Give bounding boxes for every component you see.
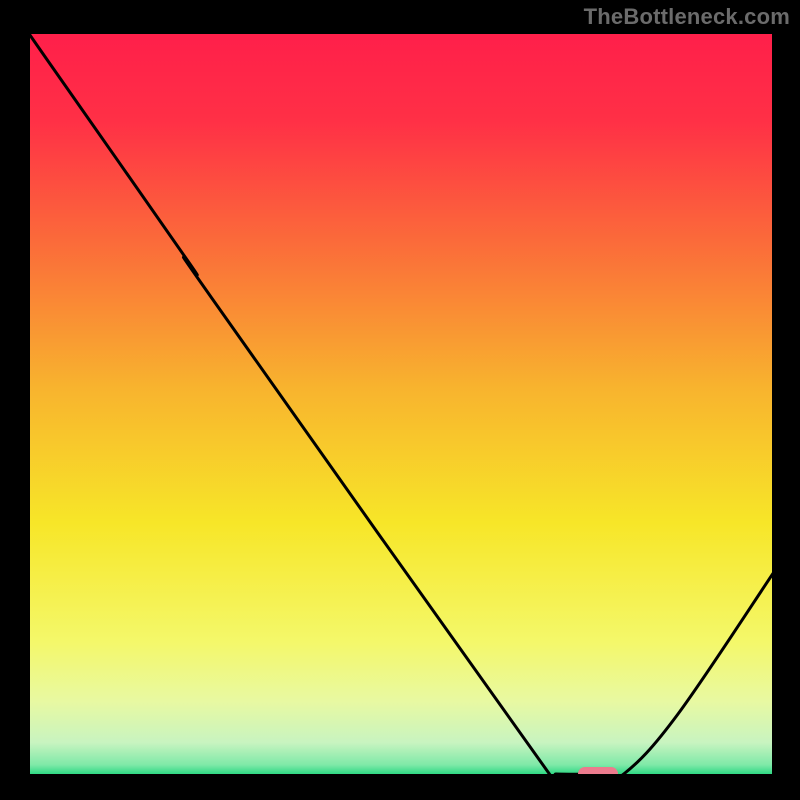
- heat-gradient: [28, 32, 774, 776]
- watermark-text: TheBottleneck.com: [584, 4, 790, 30]
- figure-root: TheBottleneck.com: [0, 0, 800, 800]
- bottleneck-chart: [0, 0, 800, 800]
